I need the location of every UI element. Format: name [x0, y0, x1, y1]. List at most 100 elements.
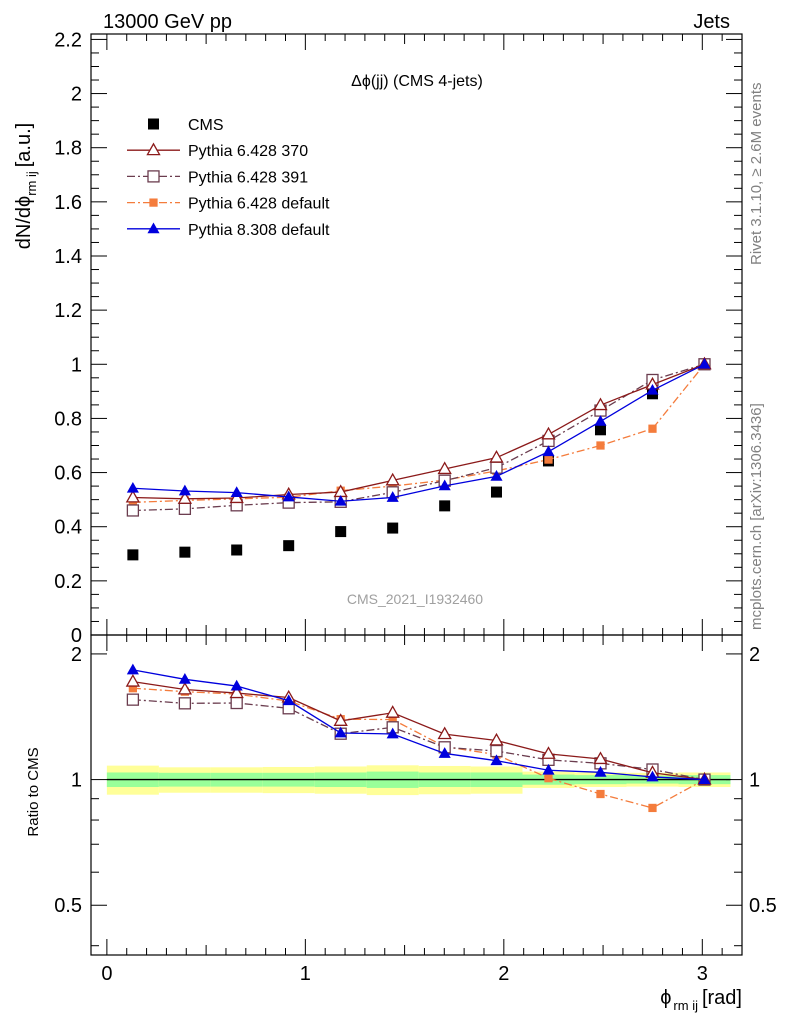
series-line-pythia-6-428-391 — [132, 363, 705, 512]
data-point — [698, 357, 711, 369]
ratio-tick-label-right: 2 — [749, 644, 760, 666]
ratio-tick-label-left: 0.5 — [54, 895, 82, 917]
ratio-point — [490, 754, 503, 766]
x-axis-title: ϕ rm ij [rad] — [660, 987, 742, 1013]
y-tick-label: 2.2 — [54, 29, 82, 51]
data-point — [594, 415, 607, 426]
ratio-point — [125, 674, 141, 687]
data-point — [544, 455, 553, 464]
mcplots-label: mcplots.cern.ch [arXiv:1306.3436] — [748, 403, 765, 630]
ratio-point — [593, 751, 608, 765]
data-point — [127, 549, 139, 561]
ratio-point — [437, 726, 452, 740]
header-left: 13000 GeV pp — [103, 11, 232, 33]
y-axis-title-sub: rm ij — [24, 171, 39, 196]
y-tick-label: 1 — [71, 354, 82, 376]
data-point — [335, 526, 347, 538]
ratio-point — [128, 684, 138, 693]
ratio-point — [648, 803, 657, 813]
legend-label: CMS — [188, 117, 224, 134]
y-tick-label: 1.2 — [54, 300, 82, 322]
legend-entry-pythia-6-428-391: Pythia 6.428 391 — [127, 169, 308, 186]
data-point — [438, 479, 451, 491]
ratio-series-pythia-8-308-default — [126, 663, 711, 784]
ratio-point — [594, 765, 607, 777]
y-tick-label: 1.4 — [54, 246, 82, 268]
ratio-point — [489, 732, 504, 746]
series-line-pythia-6-428-default — [132, 363, 705, 503]
data-point — [125, 489, 141, 503]
data-point — [490, 486, 502, 498]
x-axis-title-main: ϕ — [660, 987, 671, 1009]
ratio-point — [230, 696, 243, 710]
ratio-line-pythia-6-428-370 — [132, 681, 705, 781]
ratio-point — [646, 770, 659, 782]
data-point — [229, 490, 244, 504]
data-point — [489, 450, 504, 463]
data-point — [283, 540, 295, 552]
data-point — [490, 470, 503, 481]
ratio-line-pythia-6-428-default — [132, 687, 705, 809]
data-point — [126, 504, 140, 517]
chart-title: Δϕ(jj) (CMS 4-jets) — [351, 73, 483, 90]
legend-marker — [146, 142, 161, 156]
x-axis-title-sub: rm ij — [673, 998, 698, 1013]
ratio-tick-label-right: 0.5 — [749, 895, 777, 917]
data-point — [594, 424, 606, 436]
legend: CMS Pythia 6.428 370 Pythia 6.428 391 Pythi… — [127, 117, 330, 239]
legend-marker — [149, 198, 158, 207]
ratio-point — [544, 774, 553, 783]
data-point — [648, 424, 657, 433]
svg-text:ϕrm ij[rad]: ϕ rm ij [rad] — [660, 987, 742, 1013]
x-tick-label: 0 — [101, 963, 112, 985]
ratio-point — [126, 693, 140, 706]
ratio-tick-label-right: 1 — [749, 770, 760, 792]
header-right: Jets — [693, 11, 730, 33]
data-point — [646, 383, 659, 395]
ratio-point — [385, 705, 400, 718]
y-axis-title-unit: [a.u.] — [13, 123, 35, 167]
legend-entry-pythia-8-308-default: Pythia 8.308 default — [127, 222, 330, 239]
legend-label: Pythia 8.308 default — [188, 222, 330, 239]
series-line-pythia-8-308-default — [132, 363, 705, 502]
data-point — [542, 445, 555, 457]
y-tick-label: 1.8 — [54, 138, 82, 160]
y-axis-title-main: dN/dϕ — [13, 196, 35, 249]
data-point — [334, 494, 347, 506]
legend-marker — [147, 170, 160, 183]
svg-text:dN/dϕrm ij[a.u.]: dN/dϕrm ij [a.u.] — [13, 123, 39, 249]
watermark: CMS_2021_I1932460 — [347, 591, 483, 607]
data-point — [231, 544, 243, 556]
data-point — [437, 461, 452, 475]
ratio-point — [438, 747, 451, 758]
ratio-point — [386, 727, 399, 739]
data-point — [386, 491, 399, 502]
ratio-point — [126, 663, 139, 675]
ratio-line-pythia-8-308-default — [132, 669, 705, 781]
y-tick-label: 0.8 — [54, 408, 82, 430]
y-tick-label: 1.6 — [54, 192, 82, 214]
ratio-y-axis-title: Ratio to CMS — [25, 747, 42, 836]
x-tick-label: 2 — [498, 963, 509, 985]
data-point — [541, 426, 556, 440]
legend-label: Pythia 6.428 370 — [188, 143, 308, 160]
series-pythia-6-428-370 — [125, 356, 712, 504]
ratio-point — [541, 746, 556, 759]
ratio-point — [229, 685, 244, 699]
ratio-point — [334, 726, 347, 738]
ratio-point — [698, 773, 711, 784]
data-point — [178, 484, 191, 496]
ratio-panel: 0 1 2 3 0.5 0.5 1 1 2 2 — [54, 634, 777, 985]
data-point — [178, 502, 192, 515]
legend-entry-pythia-6-428-370: Pythia 6.428 370 — [127, 142, 308, 160]
data-point — [593, 397, 608, 411]
rivet-label: Rivet 3.1.10, ≥ 2.6M events — [748, 83, 765, 266]
ratio-point — [178, 697, 192, 710]
legend-entry-cms: CMS — [148, 117, 224, 134]
y-tick-label: 2 — [71, 84, 82, 106]
legend-marker — [147, 222, 160, 234]
ratio-point — [282, 694, 295, 706]
x-tick-label: 1 — [300, 963, 311, 985]
